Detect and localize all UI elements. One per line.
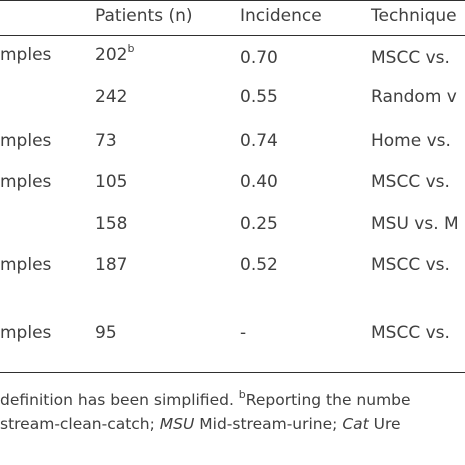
patients-cell: 95 [95,323,117,343]
technique-cell: Home vs. [371,131,451,151]
patients-cell: 105 [95,172,128,192]
footnote-line-1: definition has been simplified. bReporti… [0,387,411,409]
row-label: mples [0,323,52,343]
bottom-rule [0,372,465,373]
top-rule [0,0,465,1]
technique-cell: MSCC vs. [371,172,450,192]
technique-cell: Random v [371,87,457,107]
incidence-cell: - [240,323,247,343]
incidence-cell: 0.25 [240,214,278,234]
header-technique: Technique [371,6,457,26]
incidence-cell: 0.74 [240,131,278,151]
header-patients: Patients (n) [95,6,193,26]
footnote-marker: b [127,42,135,56]
row-label: mples [0,172,52,192]
footnote-marker: b [238,387,246,401]
technique-cell: MSCC vs. [371,48,450,68]
incidence-cell: 0.70 [240,48,278,68]
header-incidence: Incidence [240,6,322,26]
row-label: mples [0,45,52,65]
header-rule [0,35,465,36]
row-label: mples [0,255,52,275]
patients-cell: 187 [95,255,128,275]
patients-cell: 73 [95,131,117,151]
footnote-line-2: stream-clean-catch; MSU Mid-stream-urine… [0,415,401,433]
abbrev-cat: Cat [342,415,369,433]
technique-cell: MSCC vs. [371,255,450,275]
incidence-cell: 0.55 [240,87,278,107]
patients-cell: 158 [95,214,128,234]
technique-cell: MSU vs. M [371,214,459,234]
patients-cell: 242 [95,87,128,107]
incidence-cell: 0.52 [240,255,278,275]
patients-cell: 202b [95,42,135,65]
row-label: mples [0,131,52,151]
technique-cell: MSCC vs. [371,323,450,343]
abbrev-msu: MSU [159,415,195,433]
incidence-cell: 0.40 [240,172,278,192]
